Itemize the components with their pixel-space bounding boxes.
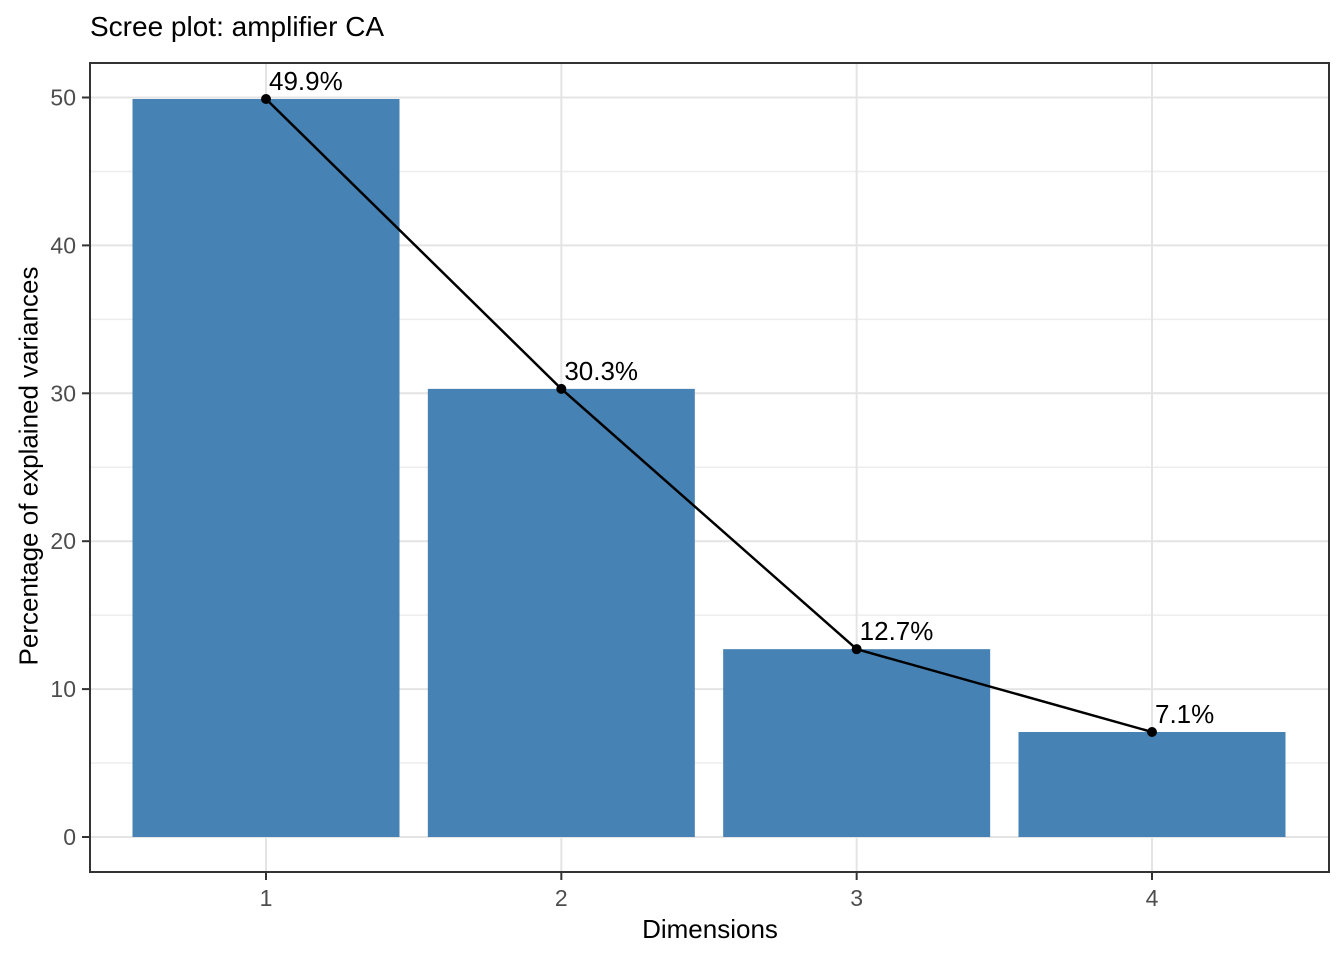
panel-border xyxy=(89,62,1330,873)
point-label-4: 7.1% xyxy=(1155,699,1214,729)
point-label-3: 12.7% xyxy=(860,616,934,646)
bar-dimension-2 xyxy=(427,388,695,837)
x-tick-label: 1 xyxy=(260,885,273,911)
y-tick-label: 0 xyxy=(63,824,76,850)
data-point-4 xyxy=(1146,726,1157,737)
y-tick-label: 10 xyxy=(50,676,76,702)
y-tick-label: 40 xyxy=(50,232,76,258)
x-axis-title: Dimensions xyxy=(642,914,778,944)
data-point-2 xyxy=(556,383,567,394)
point-label-1: 49.9% xyxy=(269,66,343,96)
x-tick-label: 4 xyxy=(1146,885,1159,911)
y-tick-label: 50 xyxy=(50,85,76,111)
y-axis-title: Percentage of explained variances xyxy=(13,266,44,666)
bar-dimension-4 xyxy=(1018,731,1286,837)
bar-dimension-1 xyxy=(132,98,400,837)
data-point-1 xyxy=(261,93,271,104)
data-point-3 xyxy=(851,644,862,655)
bar-dimension-3 xyxy=(723,649,991,837)
x-tick-label: 2 xyxy=(555,885,568,911)
scree-line xyxy=(265,98,1153,734)
x-tick-label: 3 xyxy=(850,885,863,911)
y-tick-label: 20 xyxy=(50,528,76,554)
point-label-2: 30.3% xyxy=(564,356,638,386)
chart-title: Scree plot: amplifier CA xyxy=(90,11,385,42)
y-tick-label: 30 xyxy=(50,380,76,406)
